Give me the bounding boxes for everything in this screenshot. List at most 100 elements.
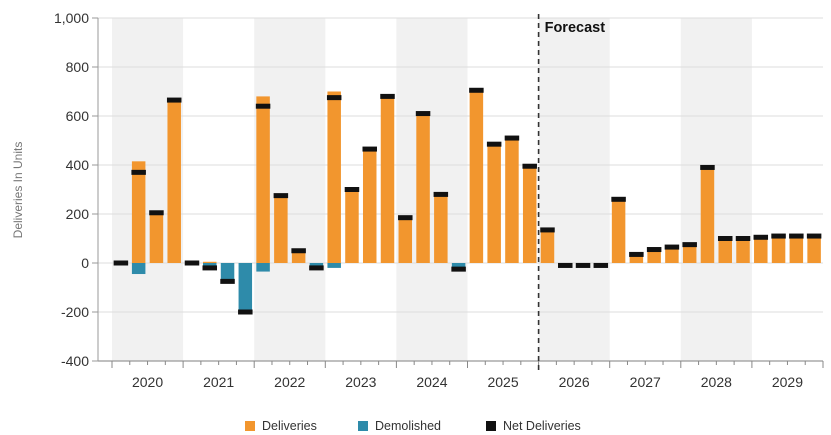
deliveries-bar (327, 91, 341, 263)
y-tick-label: 1,000 (54, 10, 89, 26)
net-deliveries-marker (433, 191, 449, 197)
axes: -400 -200 0 200 400 600 800 1,000 2020 2021 2022 20… (54, 10, 824, 390)
net-deliveries-marker (593, 262, 609, 268)
deliveries-bar (380, 96, 395, 264)
deliveries-bar (398, 217, 413, 263)
net-deliveries-marker (629, 251, 644, 257)
y-tick-label: 800 (66, 59, 90, 75)
legend-swatch (245, 421, 255, 431)
legend-label: Net Deliveries (503, 419, 581, 433)
x-tick-label: 2021 (203, 374, 234, 390)
deliveries-bar (203, 261, 217, 263)
deliveries-bar (647, 249, 661, 263)
year-band-2028 (680, 18, 752, 361)
forecast-marker: Forecast (537, 14, 606, 371)
net-deliveries-marker (486, 141, 502, 147)
net-deliveries-marker (664, 244, 680, 250)
x-tick-label: 2026 (559, 374, 590, 390)
deliveries-bar (256, 96, 270, 264)
demolished-bar (220, 263, 235, 282)
deliveries-bar (771, 234, 786, 263)
net-deliveries-marker (113, 260, 129, 266)
deliveries-bar (505, 138, 519, 263)
demolished-bar (131, 263, 146, 275)
deliveries-bar (700, 167, 715, 263)
net-deliveries-marker (220, 278, 235, 284)
deliveries-bar (291, 250, 306, 263)
deliveries-bar (416, 113, 430, 263)
net-deliveries-marker (522, 163, 537, 169)
bars (113, 87, 822, 315)
net-deliveries-marker (326, 95, 342, 101)
net-deliveries-marker (344, 187, 360, 192)
legend-swatch (358, 421, 368, 431)
x-tick-label: 2029 (772, 374, 803, 390)
net-deliveries-marker (558, 262, 573, 268)
net-deliveries-marker (753, 234, 769, 240)
net-deliveries-marker (682, 242, 697, 248)
deliveries-bar (611, 199, 626, 263)
x-tick-label: 2024 (416, 374, 447, 390)
deliveries-bar (149, 212, 164, 263)
net-deliveries-marker (789, 233, 804, 239)
y-tick-label: 400 (66, 157, 90, 173)
net-deliveries-marker (611, 196, 626, 202)
net-deliveries-marker (806, 233, 822, 239)
net-deliveries-marker (149, 210, 164, 216)
net-deliveries-marker (646, 247, 662, 253)
net-deliveries-marker (700, 164, 715, 170)
deliveries-bar (682, 244, 697, 263)
deliveries-bar (434, 194, 448, 263)
x-tick-label: 2022 (274, 374, 305, 390)
deliveries-bar (362, 147, 377, 263)
legend: Deliveries Demolished Net Deliveries (245, 419, 581, 433)
deliveries-bar (469, 90, 484, 264)
net-deliveries-marker (735, 236, 751, 241)
y-axis-label: Deliveries In Units (11, 142, 25, 239)
demolished-bar (451, 263, 466, 270)
net-deliveries-marker (469, 87, 484, 93)
y-tick-label: 600 (66, 108, 90, 124)
net-deliveries-marker (415, 111, 431, 117)
deliveries-bar (718, 238, 732, 263)
demolished-bar (238, 263, 253, 312)
net-deliveries-marker (717, 236, 733, 241)
net-deliveries-marker (362, 146, 377, 152)
y-tick-label: 200 (66, 206, 90, 222)
year-band-2026 (538, 18, 610, 361)
deliveries-bar (522, 166, 537, 263)
net-deliveries-marker (202, 265, 218, 271)
deliveries-bar (487, 144, 501, 263)
net-deliveries-marker (166, 97, 182, 103)
x-tick-label: 2020 (132, 374, 163, 390)
x-tick-label: 2023 (345, 374, 376, 390)
y-tick-label: -400 (61, 353, 89, 369)
deliveries-bar (736, 237, 750, 263)
deliveries-bar (789, 234, 804, 263)
deliveries-bar (167, 98, 181, 263)
year-bands (112, 18, 752, 361)
deliveries-bar (345, 189, 359, 263)
x-tick-label: 2028 (701, 374, 732, 390)
net-deliveries-marker (291, 248, 306, 254)
net-deliveries-marker (238, 309, 253, 315)
net-deliveries-marker (131, 169, 146, 175)
deliveries-bar (131, 161, 146, 263)
legend-label: Demolished (375, 419, 441, 433)
forecast-label: Forecast (545, 20, 606, 36)
demolished-bar (327, 263, 341, 268)
net-deliveries-marker (575, 262, 591, 268)
deliveries-bar (274, 195, 288, 263)
legend-item: Deliveries (245, 419, 317, 433)
net-deliveries-marker (273, 193, 289, 199)
year-band-2024 (396, 18, 468, 361)
deliveries-bar (807, 234, 821, 263)
deliveries-bar (629, 254, 644, 263)
net-deliveries-marker (184, 260, 200, 266)
deliveries-bar (540, 229, 555, 263)
demolished-bar (256, 263, 270, 272)
y-tick-label: -200 (61, 304, 89, 320)
deliveries-bar (665, 247, 679, 263)
